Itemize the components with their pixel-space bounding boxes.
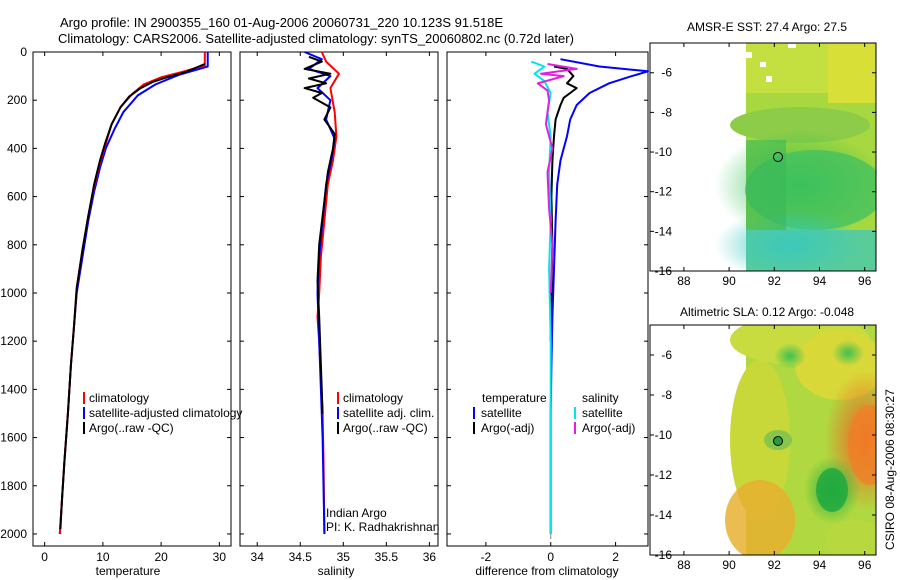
legend-label-argo: Argo(..raw -QC) bbox=[343, 421, 428, 435]
map-y-tick-label: -14 bbox=[655, 224, 673, 238]
series-line-argo-raw-qc- bbox=[59, 63, 206, 530]
axes-box-temperature bbox=[32, 51, 232, 547]
map-x-tick-label: 90 bbox=[722, 558, 736, 572]
x-tick-label: 34 bbox=[251, 550, 265, 564]
annotation-indian-argo: Indian Argo bbox=[326, 506, 387, 520]
y-tick-label: 800 bbox=[7, 238, 27, 252]
map-x-tick-label: 94 bbox=[813, 274, 827, 288]
x-tick-label: 0 bbox=[41, 550, 48, 564]
legend-label-temp-sat: satellite bbox=[481, 406, 522, 420]
map-y-tick-label: -10 bbox=[655, 145, 673, 159]
map-x-tick-label: 88 bbox=[677, 274, 691, 288]
legend-title-temperature: temperature bbox=[482, 391, 547, 405]
map-x-tick-label: 92 bbox=[768, 274, 782, 288]
map-x-tick-label: 88 bbox=[677, 558, 691, 572]
y-tick-label: 1200 bbox=[0, 334, 27, 348]
sla-field bbox=[725, 325, 876, 555]
legend-label-clim: climatology bbox=[89, 391, 149, 405]
axes-box-salinity bbox=[239, 51, 439, 547]
x-tick-label: 2 bbox=[612, 550, 619, 564]
map-sla-box bbox=[649, 324, 877, 556]
y-tick-label: 2000 bbox=[0, 527, 27, 541]
series-line-temperature-satellite bbox=[549, 58, 649, 534]
series-line-temperature-argo-adj- bbox=[549, 65, 578, 342]
legend-difference: temperature salinity satellite Argo(-adj… bbox=[473, 391, 635, 435]
panel-difference: -2 0 2 temperature salinity satellite Argo… bbox=[446, 51, 649, 578]
map-x-tick-label: 96 bbox=[858, 558, 872, 572]
y-tick-label: 600 bbox=[7, 190, 27, 204]
map-y-tick-label: -6 bbox=[661, 66, 672, 80]
y-tick-label: 1600 bbox=[0, 431, 27, 445]
map-y-tick-label: -12 bbox=[655, 468, 673, 482]
y-tick-label: 200 bbox=[7, 93, 27, 107]
side-label: CSIRO 08-Aug-2006 08:30:27 bbox=[883, 389, 897, 550]
series-line-satellite-adjusted-climatology bbox=[58, 52, 209, 535]
map-y-tick-label: -12 bbox=[655, 185, 673, 199]
map-x-tick-label: 92 bbox=[768, 558, 782, 572]
legend-label-clim: climatology bbox=[343, 391, 403, 405]
x-tick-label: -2 bbox=[481, 550, 492, 564]
title-line-2: Climatology: CARS2006. Satellite-adjuste… bbox=[58, 31, 574, 46]
xlabel-temperature: temperature bbox=[96, 564, 161, 578]
map-sst: AMSR-E SST: 27.4 Argo: 27.5 88 90 92 94 96 -6… bbox=[649, 20, 877, 288]
xlabel-salinity: salinity bbox=[318, 564, 355, 578]
map-x-tick-label: 96 bbox=[858, 274, 872, 288]
argo-position-marker bbox=[773, 436, 783, 446]
map-x-tick-label: 94 bbox=[813, 558, 827, 572]
series-line-climatology bbox=[58, 52, 206, 535]
legend-temperature: climatology satellite-adjusted climatolo… bbox=[83, 391, 242, 435]
title-line-1: Argo profile: IN 2900355_160 01-Aug-2006… bbox=[60, 15, 503, 30]
panel-salinity: 34 34.5 35 35.5 36 climatology satellite adj… bbox=[239, 51, 439, 578]
map-y-tick-label: -10 bbox=[655, 428, 673, 442]
x-tick-label: 10 bbox=[96, 550, 110, 564]
legend-label-sal-argo: Argo(-adj) bbox=[582, 421, 635, 435]
legend-title-salinity: salinity bbox=[582, 391, 619, 405]
legend-label-temp-argo: Argo(-adj) bbox=[481, 421, 534, 435]
map-y-tick-label: -8 bbox=[661, 388, 672, 402]
map-sst-box bbox=[649, 42, 877, 272]
y-tick-label: 1800 bbox=[0, 479, 27, 493]
map-sla: Altimetric SLA: 0.12 Argo: -0.048 88 90 92… bbox=[649, 305, 877, 572]
sst-field bbox=[715, 43, 876, 271]
panel-temperature: 0 10 20 30 0 200 400 600 800 1000 1200 1400 1600 1800… bbox=[0, 45, 242, 578]
x-tick-label: 0 bbox=[547, 550, 554, 564]
annotation-pi: PI: K. Radhakrishnan bbox=[326, 520, 439, 534]
map-y-tick-label: -16 bbox=[655, 264, 673, 278]
map-sst-title: AMSR-E SST: 27.4 Argo: 27.5 bbox=[687, 20, 847, 34]
series-line-salinity-argo-adj- bbox=[536, 63, 578, 294]
y-tick-label: 400 bbox=[7, 141, 27, 155]
axes-box-difference bbox=[446, 51, 649, 547]
x-tick-label: 30 bbox=[213, 550, 227, 564]
argo-position-marker bbox=[773, 152, 783, 162]
xlabel-difference: difference from climatology bbox=[475, 564, 618, 578]
series-line-salinity-satellite bbox=[530, 60, 552, 534]
map-y-tick-label: -8 bbox=[661, 105, 672, 119]
y-tick-label: 1000 bbox=[0, 286, 27, 300]
series-line-argo-raw-qc- bbox=[303, 55, 336, 414]
legend-salinity: climatology satellite adj. clim. Argo(..… bbox=[337, 391, 434, 435]
legend-label-sat: satellite adj. clim. bbox=[343, 406, 434, 420]
map-y-tick-label: -14 bbox=[655, 508, 673, 522]
map-y-tick-label: -16 bbox=[655, 548, 673, 562]
y-tick-label: 0 bbox=[20, 45, 27, 59]
x-tick-label: 20 bbox=[154, 550, 168, 564]
y-tick-label: 1400 bbox=[0, 382, 27, 396]
x-tick-label: 35.5 bbox=[375, 550, 399, 564]
map-sla-title: Altimetric SLA: 0.12 Argo: -0.048 bbox=[680, 305, 854, 319]
legend-label-argo: Argo(..raw -QC) bbox=[89, 421, 174, 435]
legend-label-sat: satellite-adjusted climatology bbox=[89, 406, 242, 420]
map-x-tick-label: 90 bbox=[722, 274, 736, 288]
map-y-tick-label: -6 bbox=[661, 348, 672, 362]
legend-label-sal-sat: satellite bbox=[582, 406, 623, 420]
x-tick-label: 34.5 bbox=[289, 550, 313, 564]
x-tick-label: 35 bbox=[337, 550, 351, 564]
x-tick-label: 36 bbox=[423, 550, 437, 564]
